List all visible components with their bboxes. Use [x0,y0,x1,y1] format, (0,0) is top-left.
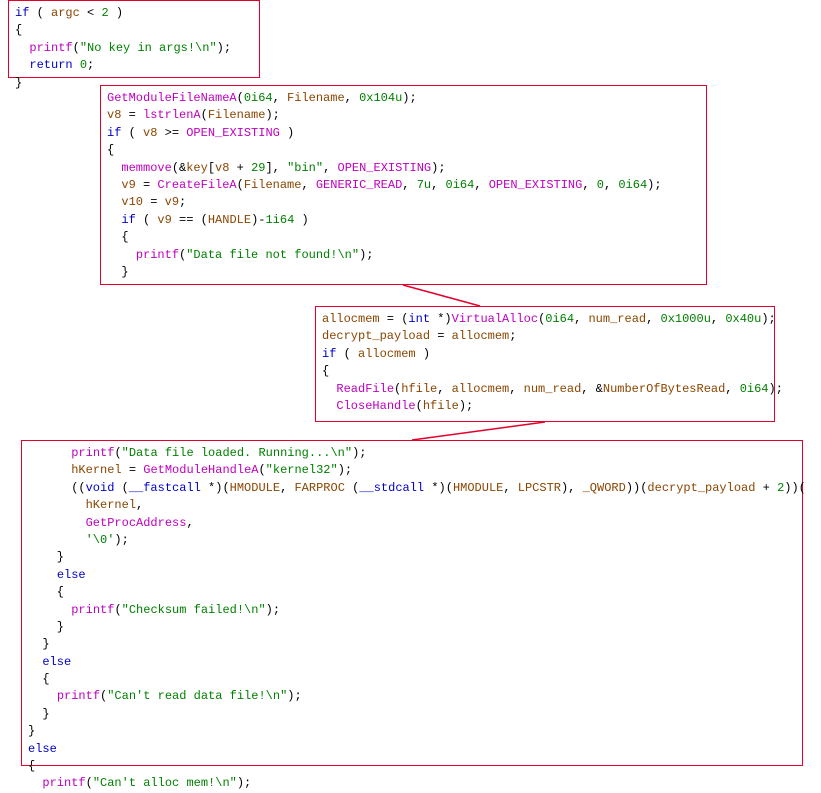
code-line: { [107,229,700,246]
code-line: printf("Can't alloc mem!\n"); [28,775,796,792]
code-line: else [28,741,796,758]
code-line: printf("Can't read data file!\n"); [28,688,796,705]
code-line: } [28,723,796,740]
code-line: printf("No key in args!\n"); [15,40,253,57]
code-line: else [28,567,796,584]
code-line: v9 = CreateFileA(Filename, GENERIC_READ,… [107,177,700,194]
code-line: CloseHandle(hfile); [322,398,768,415]
code-line: { [15,22,253,39]
code-line: GetProcAddress, [28,515,796,532]
code-line: } [107,264,700,281]
code-line: { [28,758,796,775]
code-line: { [28,584,796,601]
code-line: decrypt_payload = allocmem; [322,328,768,345]
code-line: printf("Data file not found!\n"); [107,247,700,264]
code-line: '\0'); [28,532,796,549]
code-line: hKernel, [28,497,796,514]
code-line: } [28,619,796,636]
code-block-virtual-alloc: allocmem = (int *)VirtualAlloc(0i64, num… [315,306,775,422]
code-line: v10 = v9; [107,194,700,211]
code-line: { [28,671,796,688]
code-line: printf("Checksum failed!\n"); [28,602,796,619]
code-line: memmove(&key[v8 + 29], "bin", OPEN_EXIST… [107,160,700,177]
code-line: ((void (__fastcall *)(HMODULE, FARPROC (… [28,480,796,497]
connector-line [412,422,545,440]
code-block-argc-check: if ( argc < 2 ){ printf("No key in args!… [8,0,260,78]
code-line: if ( allocmem ) [322,346,768,363]
code-line: v8 = lstrlenA(Filename); [107,107,700,124]
code-line: } [28,549,796,566]
code-line: if ( v9 == (HANDLE)-1i64 ) [107,212,700,229]
code-line: else [28,654,796,671]
code-line: ReadFile(hfile, allocmem, num_read, &Num… [322,381,768,398]
connector-line [403,285,480,306]
code-line: GetModuleFileNameA(0i64, Filename, 0x104… [107,90,700,107]
code-line: if ( v8 >= OPEN_EXISTING ) [107,125,700,142]
code-line: if ( argc < 2 ) [15,5,253,22]
code-line: return 0; [15,57,253,74]
code-line: } [28,706,796,723]
code-block-get-module: GetModuleFileNameA(0i64, Filename, 0x104… [100,85,707,285]
code-line: { [107,142,700,159]
code-line: { [322,363,768,380]
code-block-run-payload: printf("Data file loaded. Running...\n")… [21,440,803,766]
code-line: } [28,636,796,653]
code-line: allocmem = (int *)VirtualAlloc(0i64, num… [322,311,768,328]
code-line: hKernel = GetModuleHandleA("kernel32"); [28,462,796,479]
code-line: printf("Data file loaded. Running...\n")… [28,445,796,462]
